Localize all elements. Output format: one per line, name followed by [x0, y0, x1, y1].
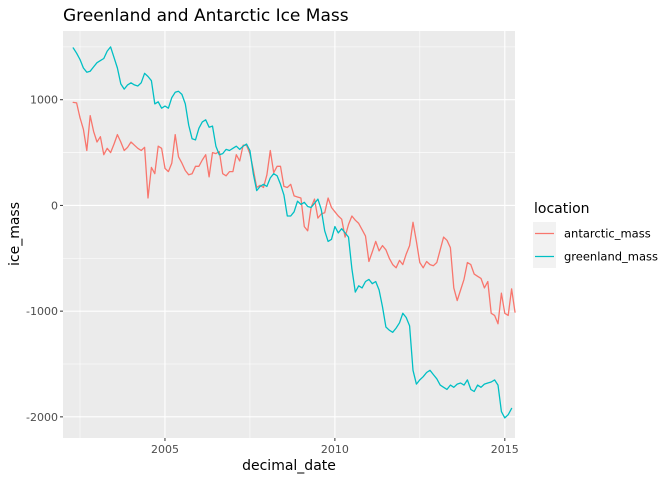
y-axis-title: ice_mass — [7, 202, 23, 266]
major-gridlines — [63, 31, 515, 438]
minor-gridlines — [63, 31, 515, 438]
chart-title: Greenland and Antarctic Ice Mass — [63, 6, 349, 26]
y-tick-label: 1000 — [30, 94, 58, 107]
x-tick-label: 2015 — [491, 443, 519, 456]
series-line-antarctic-mass — [72, 101, 516, 325]
x-tick-label: 2010 — [321, 443, 349, 456]
legend-title: location — [534, 201, 590, 217]
legend: location antarctic_mass greenland_mass — [533, 201, 658, 268]
x-axis-title: decimal_date — [242, 458, 336, 474]
series-line-greenland-mass — [72, 46, 513, 419]
legend-label: antarctic_mass — [564, 227, 651, 241]
legend-label: greenland_mass — [564, 250, 658, 264]
y-tick-label: -1000 — [26, 305, 58, 318]
series-lines — [72, 46, 516, 419]
x-tick-label: 2005 — [151, 443, 179, 456]
y-tick-label: -2000 — [26, 411, 58, 424]
plot-panel — [63, 31, 515, 438]
x-axis: 2005 2010 2015 — [151, 438, 519, 456]
y-axis: -2000 -1000 0 1000 — [26, 94, 63, 424]
y-tick-label: 0 — [51, 199, 58, 212]
